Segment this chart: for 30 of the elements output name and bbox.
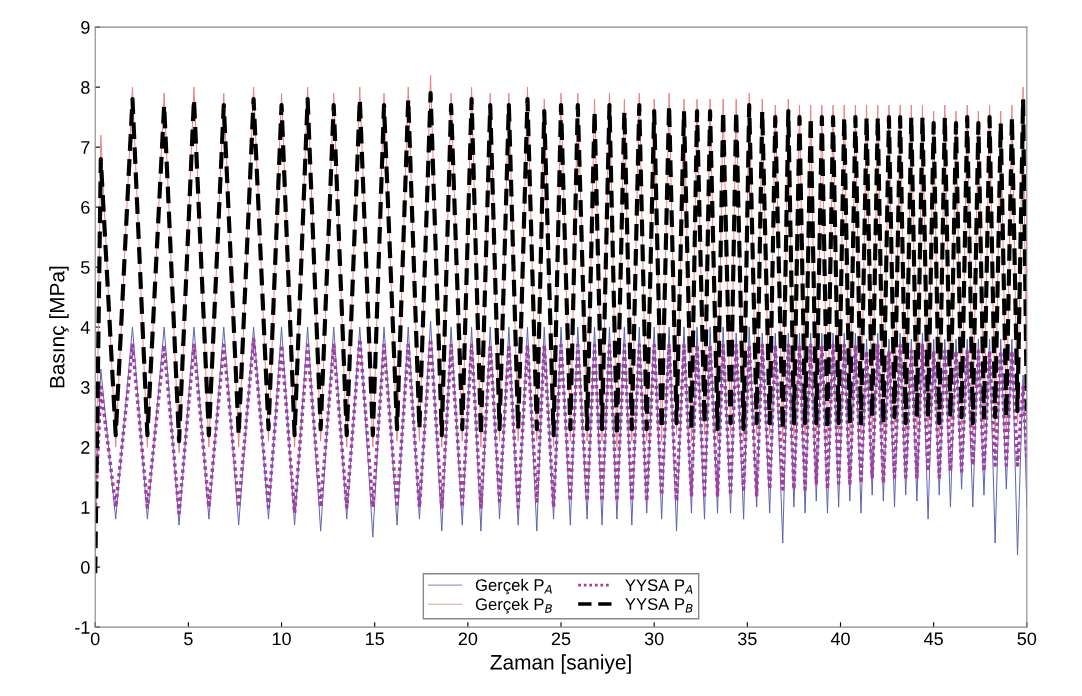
y-tick-label: -1 (75, 621, 90, 634)
y-tick-label: 2 (81, 441, 90, 454)
y-tick-label: 5 (81, 261, 90, 274)
line-series (95, 337, 1027, 515)
x-tick-label: 40 (830, 632, 850, 646)
y-tick-label: 7 (81, 141, 90, 154)
x-tick-label: 20 (458, 632, 478, 646)
x-tick-label: 5 (184, 632, 193, 646)
x-tick-label: 35 (737, 632, 757, 646)
x-tick-label: 15 (366, 632, 384, 646)
x-tick-label: 25 (551, 632, 571, 646)
x-tick-label: 50 (1017, 632, 1037, 646)
y-tick-label: 6 (81, 201, 90, 214)
x-axis-title: Zaman [saniye] (490, 654, 631, 674)
legend-label: YYSA P$_{B}$ (625, 598, 693, 613)
legend-label: YYSA P$_{A}$ (625, 579, 693, 594)
legend-label: Gerçek P$_{B}$ (475, 597, 552, 614)
y-tick-label: 9 (81, 21, 90, 34)
y-axis-title: Basınç [MPa] (49, 266, 69, 388)
y-tick-label: 3 (81, 381, 90, 394)
x-tick-label: 30 (644, 632, 664, 646)
y-tick-label: 8 (81, 81, 90, 94)
y-tick-label: 0 (81, 561, 90, 574)
x-tick-label: 10 (272, 632, 291, 646)
line-series (95, 320, 1027, 556)
x-tick-label: 0 (90, 632, 100, 646)
y-tick-label: 1 (81, 501, 90, 514)
x-tick-label: 45 (924, 632, 943, 646)
legend-label: Gerçek P$_{A}$ (475, 578, 552, 595)
y-tick-label: 4 (80, 321, 90, 334)
